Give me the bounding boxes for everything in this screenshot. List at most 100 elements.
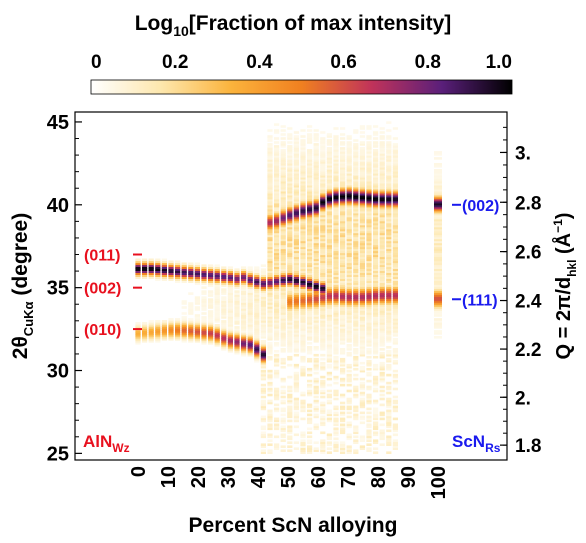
heatmap-cell (326, 198, 332, 202)
heatmap-cell (241, 276, 247, 279)
heatmap-cell (274, 282, 280, 285)
heatmap-cell (148, 334, 154, 337)
heatmap-cell (366, 397, 372, 401)
heatmap-cell (142, 258, 148, 262)
heatmap-cell (353, 188, 359, 192)
heatmap-cell (300, 276, 306, 279)
heatmap-cell (300, 198, 306, 202)
heatmap-cell (333, 318, 339, 321)
heatmap-cell (280, 399, 286, 403)
heatmap-cell (434, 248, 442, 252)
heatmap-cell (287, 338, 293, 341)
heatmap-cell (175, 328, 181, 331)
heatmap-cell (274, 254, 280, 258)
heatmap-cell (340, 383, 346, 387)
heatmap-cell (214, 280, 220, 283)
heatmap-cell (254, 280, 260, 283)
heatmap-cell (254, 302, 260, 305)
heatmap-cell (353, 328, 359, 331)
heatmap-cell (142, 326, 148, 329)
heatmap-cell (175, 338, 181, 341)
heatmap-cell (392, 260, 398, 264)
heatmap-cell (260, 445, 266, 448)
heatmap-cell (155, 324, 161, 327)
heatmap-cell (379, 184, 385, 188)
heatmap-cell (188, 332, 194, 335)
heatmap-cell (346, 169, 352, 172)
heatmap-cell (320, 188, 326, 192)
heatmap-cell (340, 407, 346, 411)
heatmap-cell (287, 344, 293, 347)
heatmap-cell (313, 310, 319, 313)
heatmap-cell (287, 234, 293, 238)
heatmap-cell (392, 308, 398, 311)
heatmap-cell (392, 405, 398, 409)
heatmap-cell (274, 236, 280, 240)
heatmap-cell (340, 361, 346, 365)
heatmap-cell (274, 230, 280, 234)
heatmap-cell (161, 276, 167, 279)
heatmap-cell (307, 427, 313, 431)
heatmap-cell (340, 449, 346, 452)
heatmap-cell (135, 334, 141, 337)
heatmap-cell (274, 302, 280, 305)
heatmap-cell (280, 250, 286, 254)
heatmap-cell (307, 393, 313, 397)
heatmap-cell (260, 415, 266, 419)
heatmap-cell (366, 344, 372, 347)
heatmap-cell (320, 441, 326, 444)
heatmap-cell (267, 244, 273, 248)
heatmap-cell (373, 312, 379, 315)
heatmap-cell (254, 294, 260, 297)
heatmap-cell (260, 326, 266, 329)
heatmap-cell (274, 284, 280, 287)
heatmap-cell (359, 270, 365, 273)
heatmap-cell (434, 324, 442, 327)
heatmap-cell (340, 226, 346, 230)
heatmap-cell (353, 238, 359, 242)
heatmap-cell (181, 316, 187, 319)
heatmap-cell (326, 242, 332, 246)
heatmap-cell (366, 258, 372, 262)
heatmap-cell (307, 278, 313, 281)
heatmap-cell (142, 262, 148, 266)
heatmap-cell (320, 294, 326, 297)
heatmap-cell (274, 123, 280, 126)
heatmap-cell (326, 338, 332, 341)
heatmap-cell (386, 385, 392, 389)
heatmap-cell (379, 188, 385, 192)
heatmap-cell (373, 186, 379, 190)
heatmap-cell (188, 324, 194, 327)
heatmap-cell (353, 171, 359, 174)
heatmap-cell (287, 334, 293, 337)
heatmap-cell (300, 256, 306, 260)
heatmap-cell (148, 330, 154, 333)
heatmap-cell (373, 210, 379, 214)
heatmap-cell (148, 332, 154, 335)
heatmap-cell (366, 184, 372, 188)
heatmap-cell (307, 284, 313, 287)
heatmap-cell (274, 204, 280, 208)
heatmap-cell (293, 260, 299, 264)
heatmap-cell (353, 206, 359, 210)
heatmap-cell (340, 186, 346, 190)
heatmap-cell (386, 246, 392, 250)
y-right-tick-label: 3. (515, 143, 531, 164)
heatmap-cell (340, 175, 346, 178)
heatmap-cell (373, 439, 379, 442)
heatmap-cell (201, 274, 207, 277)
heatmap-cell (287, 180, 293, 184)
heatmap-cell (274, 389, 280, 393)
heatmap-cell (326, 270, 332, 273)
heatmap-cell (241, 274, 247, 277)
heatmap-cell (366, 238, 372, 242)
heatmap-cell (340, 254, 346, 258)
heatmap-cell (274, 395, 280, 399)
heatmap-cell (194, 322, 200, 325)
heatmap-cell (326, 284, 332, 287)
heatmap-cell (379, 151, 385, 154)
heatmap-cell (201, 330, 207, 333)
heatmap-cell (392, 256, 398, 260)
heatmap-cell (373, 425, 379, 429)
heatmap-cell (359, 222, 365, 226)
